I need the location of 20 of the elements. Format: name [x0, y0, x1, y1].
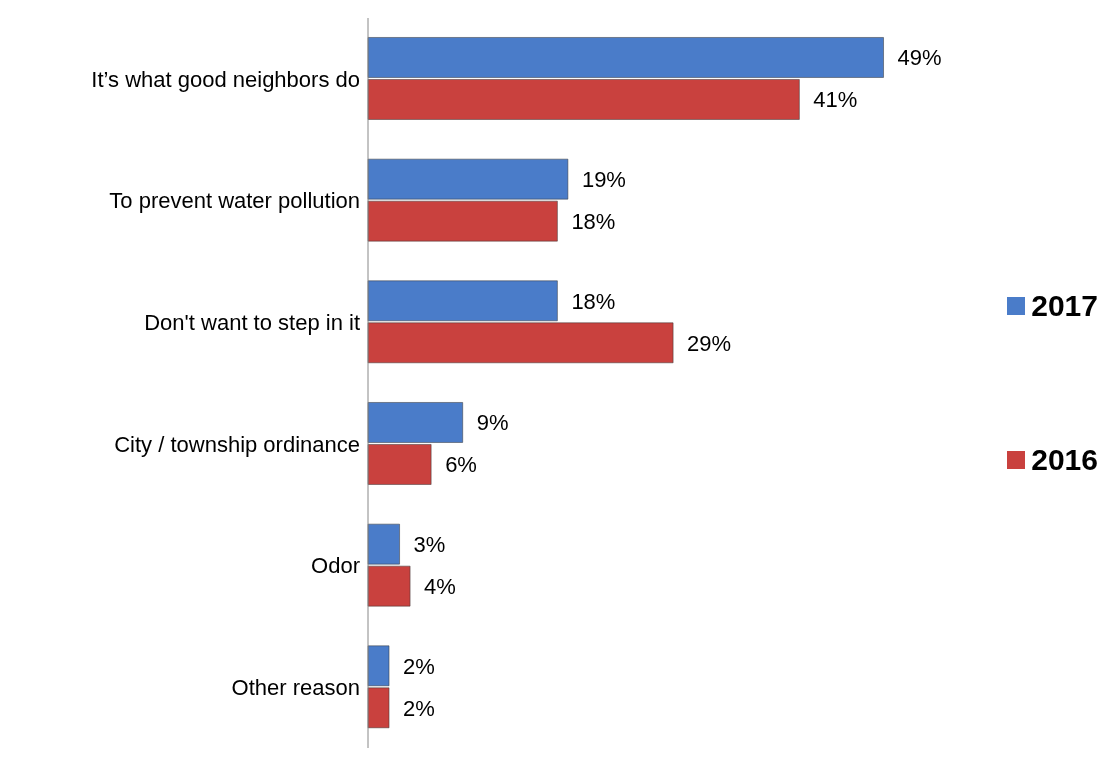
data-label: 18%	[571, 208, 616, 234]
data-label: 2%	[403, 695, 435, 721]
y-tick-label: Other reason	[231, 674, 360, 700]
data-label: 3%	[413, 531, 446, 557]
y-tick-label: City / township ordinance	[114, 431, 360, 457]
legend-label: 2016	[1031, 443, 1098, 477]
data-label: 29%	[687, 330, 732, 356]
data-label: 6%	[445, 452, 477, 478]
y-tick-label: Don't want to step in it	[144, 309, 360, 335]
data-label: 4%	[424, 573, 456, 599]
y-tick-label: To prevent water pollution	[109, 188, 360, 214]
data-label: 19%	[581, 166, 626, 192]
y-tick-label: Odor	[311, 553, 360, 579]
data-label: 49%	[897, 45, 942, 71]
data-label: 2%	[403, 653, 435, 679]
legend-label: 2017	[1031, 289, 1098, 323]
data-label: 9%	[476, 410, 509, 436]
data-label: 18%	[571, 288, 616, 314]
y-tick-label: It’s what good neighbors do	[91, 66, 360, 92]
data-label: 41%	[813, 87, 858, 113]
